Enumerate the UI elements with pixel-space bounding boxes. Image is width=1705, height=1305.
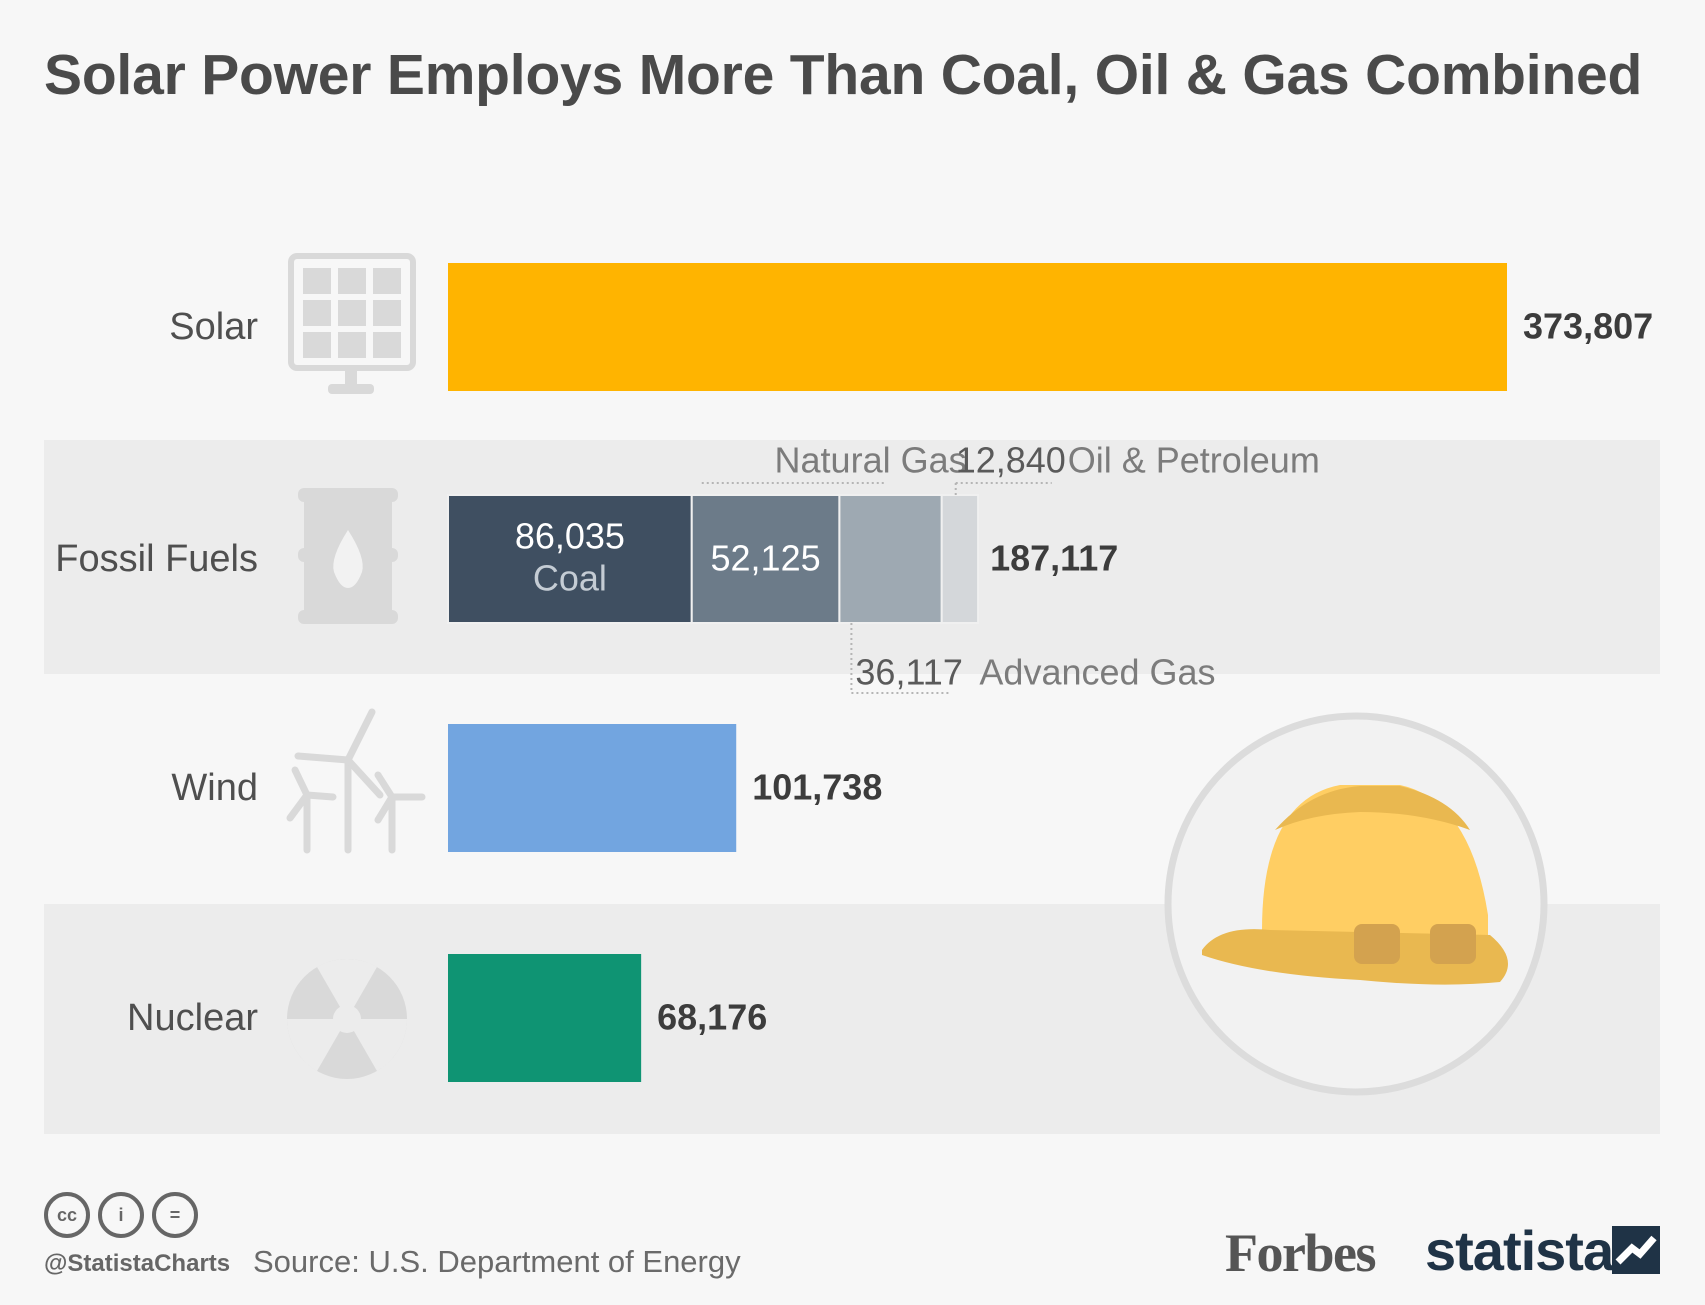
cc-icon: cc [44,1192,90,1238]
bar-solar [448,263,1507,391]
data-label-fossil-fuels: 187,117 [990,538,1118,579]
statista-mark-icon [1612,1226,1660,1274]
data-label-coal: 86,035 [515,516,625,557]
bar-segment-oil-petroleum [940,494,980,624]
data-label-solar: 373,807 [1523,306,1653,347]
data-label-oil-petroleum: 12,840 [956,440,1066,481]
wind-turbine-icon [286,708,426,854]
series-label-advanced-gas: Advanced Gas [979,652,1215,693]
oil-barrel-icon [298,488,398,624]
radiation-icon [287,958,408,1079]
solar-panel-icon [288,253,416,394]
bar-segment-natural-gas [690,494,841,624]
chart-title: Solar Power Employs More Than Coal, Oil … [44,43,1643,107]
data-label-nuclear: 68,176 [657,997,767,1038]
category-label-fossil-fuels: Fossil Fuels [55,538,258,580]
forbes-logo: Forbes [1225,1223,1376,1283]
statista-handle: @StatistaCharts [44,1250,231,1277]
series-label-oil-petroleum: Oil & Petroleum [1068,440,1320,481]
data-label-wind: 101,738 [752,767,882,808]
data-label-natural-gas: 52,125 [711,538,821,579]
data-label-advanced-gas: 36,117 [855,652,962,693]
license-icons: cc i = [44,1192,198,1238]
bar-wind [448,724,737,852]
source-note: Source: U.S. Department of Energy [253,1244,741,1279]
bar-segment-advanced-gas [838,494,943,624]
by-icon: i [98,1192,144,1238]
statista-logo-text: statista [1425,1219,1614,1282]
category-label-wind: Wind [171,767,258,809]
category-label-solar: Solar [169,306,258,348]
hard-hat-icon [1164,712,1548,1096]
series-label-natural-gas: Natural Gas [775,440,967,481]
nd-icon: = [152,1192,198,1238]
bar-nuclear [448,954,642,1082]
category-label-nuclear: Nuclear [127,997,258,1039]
series-label-coal: Coal [533,558,607,599]
